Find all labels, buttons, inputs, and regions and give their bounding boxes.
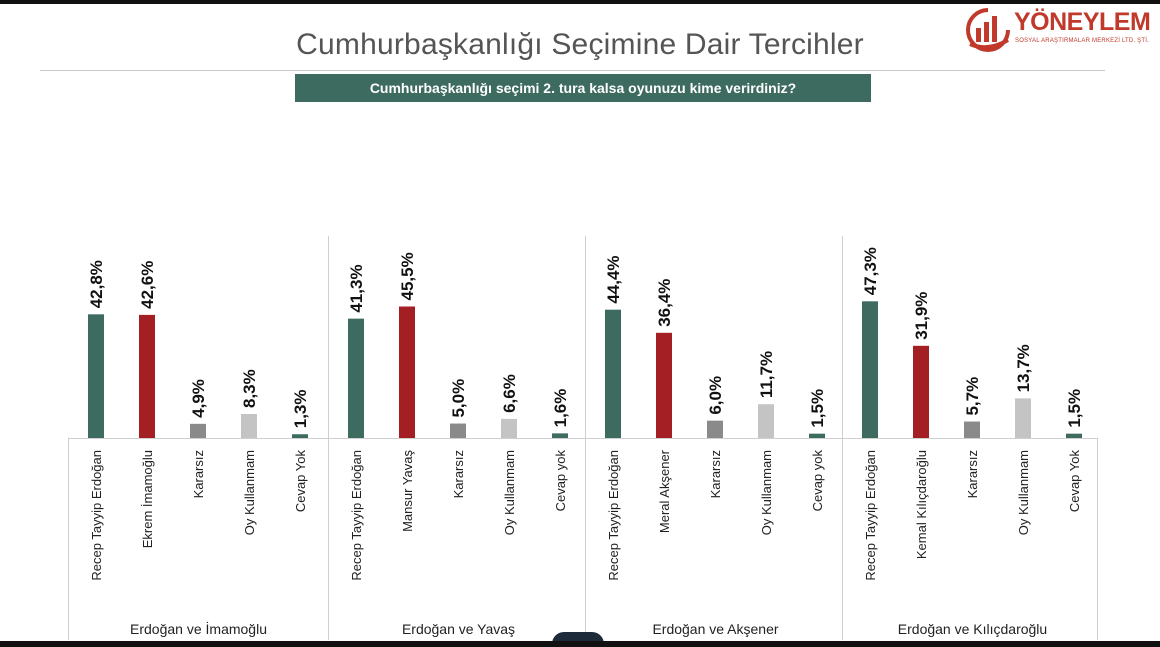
yoneylem-logo: YÖNEYLEM SOSYAL ARAŞTIRMALAR MERKEZİ LTD… [962,6,1152,54]
data-label: 42,8% [87,260,106,308]
bar [809,433,825,438]
category-label: Kararsız [708,450,723,498]
category-label: Cevap Yok [1067,450,1082,513]
category-label: Recep Tayyip Erdoğan [349,450,364,581]
data-label: 6,0% [706,376,725,415]
category-label: Kararsız [191,450,206,498]
data-label: 1,5% [1065,389,1084,428]
page-title: Cumhurbaşkanlığı Seçimine Dair Tercihler [296,28,864,61]
bar [292,434,308,438]
bar [399,306,415,438]
data-label: 44,4% [604,255,623,303]
group-label: Erdoğan ve İmamoğlu [130,620,267,637]
bar [552,433,568,438]
group-label: Erdoğan ve Akşener [652,621,778,637]
category-label: Cevap yok [810,450,825,512]
bar [913,345,929,438]
group-label: Erdoğan ve Kılıçdaroğlu [898,621,1047,637]
logo-subtitle: SOSYAL ARAŞTIRMALAR MERKEZİ LTD. ŞTİ. [1015,38,1149,44]
data-label: 4,9% [189,379,208,418]
data-label: 31,9% [912,292,931,340]
bar [707,420,723,438]
category-label: Recep Tayyip Erdoğan [606,450,621,581]
data-label: 41,3% [347,264,366,312]
data-label: 5,7% [963,377,982,416]
bar [88,314,104,438]
data-label: 45,5% [398,252,417,300]
bar [1015,398,1031,438]
category-label: Recep Tayyip Erdoğan [89,450,104,581]
category-label: Kararsız [451,450,466,498]
data-label: 1,3% [291,389,310,428]
logo-name: YÖNEYLEM [1014,8,1151,36]
category-label: Kararsız [965,450,980,498]
bar [758,404,774,438]
category-label: Ekrem İmamoğlu [140,450,155,548]
bar [656,332,672,438]
bar [964,421,980,438]
category-label: Cevap Yok [293,450,308,513]
bottom-border [0,641,1160,647]
category-label: Oy Kullanmam [502,450,517,535]
category-label: Oy Kullanmam [242,450,257,535]
data-label: 1,6% [551,389,570,428]
data-label: 13,7% [1014,344,1033,392]
data-label: 5,0% [449,379,468,418]
data-label: 6,6% [500,374,519,413]
bar [348,318,364,438]
title-divider [40,70,1105,71]
bar [190,423,206,438]
data-label: 36,4% [655,279,674,327]
data-label: 42,6% [138,261,157,309]
bar [862,301,878,438]
data-label: 11,7% [757,351,776,398]
question-banner: Cumhurbaşkanlığı seçimi 2. tura kalsa oy… [295,74,871,102]
bar [450,423,466,438]
logo-chart-icon [966,8,1010,52]
data-label: 8,3% [240,369,259,408]
bar [241,414,257,438]
category-label: Mansur Yavaş [400,450,415,532]
category-label: Recep Tayyip Erdoğan [863,450,878,581]
data-label: 1,5% [808,389,827,428]
bar [605,309,621,438]
bar [501,418,517,438]
bar [139,314,155,438]
category-label: Cevap yok [553,450,568,512]
data-label: 47,3% [861,247,880,295]
bar [1066,433,1082,438]
category-label: Meral Akşener [657,449,672,533]
category-label: Kemal Kılıçdaroğlu [914,450,929,559]
category-label: Oy Kullanmam [759,450,774,535]
top-border [0,0,1160,4]
group-label: Erdoğan ve Yavaş [402,621,515,637]
category-label: Oy Kullanmam [1016,450,1031,535]
